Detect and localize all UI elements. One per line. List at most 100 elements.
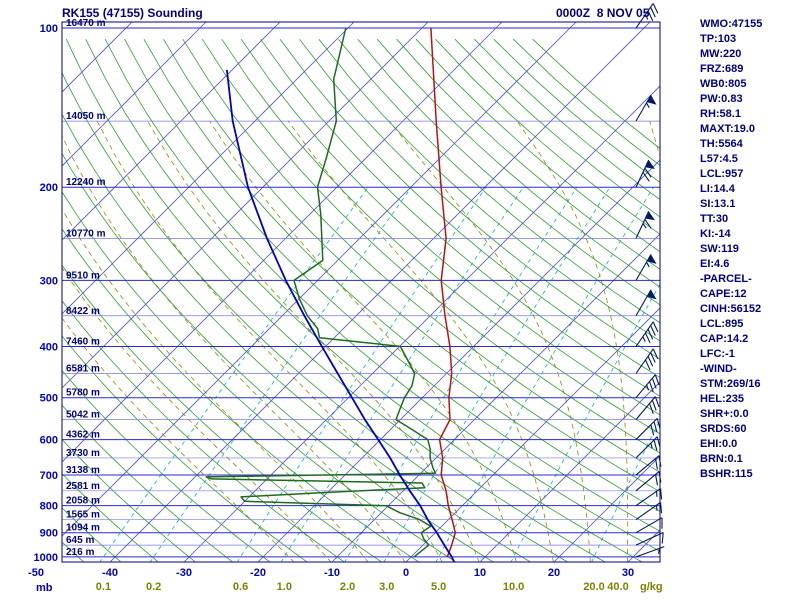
isotherm-line (183, 85, 660, 562)
stat-line: HEL:235 (700, 393, 745, 405)
stat-line: CAPE:12 (700, 288, 747, 300)
wind-barb (635, 321, 659, 347)
wind-barb (635, 471, 662, 492)
axis-label: 10770 m (66, 228, 106, 239)
stat-line: MAXT:19.0 (700, 123, 756, 135)
dry-adiabat-line (182, 38, 660, 473)
stat-line: FRZ:689 (700, 63, 744, 75)
dry-adiabat-line (318, 38, 660, 342)
stat-line: TP:103 (700, 33, 737, 45)
axis-label: 900 (40, 528, 58, 540)
stat-line: EI:4.6 (700, 258, 730, 270)
wind-barb (635, 348, 659, 374)
dry-adiabat-line (415, 38, 660, 253)
wind-barb (635, 374, 660, 399)
wind-barb (635, 3, 659, 29)
stat-line: BRN:0.1 (700, 453, 743, 465)
stat-line: SW:119 (700, 243, 739, 255)
axis-label: g/kg (640, 581, 663, 593)
dry-adiabat-line (357, 38, 660, 306)
dry-adiabat-line (104, 39, 660, 552)
stat-line: SRDS:60 (700, 423, 747, 435)
axis-label: 3730 m (66, 448, 100, 459)
isotherm-line (331, 233, 660, 562)
wind-barbs (635, 3, 665, 558)
moist-adiabat-line (62, 267, 332, 562)
moist-adiabat-line (96, 120, 443, 562)
plot-border (61, 21, 661, 563)
isotherm-line (62, 22, 207, 167)
axis-label: 400 (40, 341, 58, 353)
axis-label: 5.0 (431, 581, 446, 593)
axis-label: -30 (176, 567, 192, 579)
mixing-ratio-line (99, 186, 369, 562)
stat-line: LI:14.4 (700, 183, 735, 195)
dry-adiabat-line (240, 38, 660, 416)
wind-barb (635, 546, 665, 558)
isotherm-line (257, 159, 660, 562)
dry-adiabat-line (62, 473, 159, 562)
isotherm-line (62, 22, 429, 389)
axis-label: 1565 m (66, 510, 100, 521)
stat-line: SHR+:0.0 (700, 408, 749, 420)
stat-line: LCL:957 (700, 168, 744, 180)
mixing-ratio-line (344, 186, 578, 562)
dry-adiabat-line (85, 39, 644, 562)
stat-line: CINH:56152 (700, 303, 762, 315)
stat-line: BSHR:115 (700, 468, 753, 480)
mixing-ratio-line (510, 283, 660, 562)
axis-label: 5042 m (66, 410, 100, 421)
dry-adiabat-line (62, 113, 532, 562)
dry-adiabat-line (201, 38, 660, 454)
mixing-ratio-line (435, 186, 654, 562)
dry-adiabat-line (376, 38, 660, 288)
axis-label: 2581 m (66, 481, 100, 492)
wind-barb (635, 289, 657, 317)
wind-barb (635, 517, 663, 534)
isotherm-line (62, 22, 281, 241)
mixing-ratio-line (149, 186, 412, 562)
axis-label: 16470 m (66, 18, 106, 29)
axis-label: 600 (40, 435, 58, 447)
axis-label: 1000 (34, 552, 58, 564)
axis-label: 2058 m (66, 496, 100, 507)
wind-barb (635, 211, 655, 239)
axis-label: 1.0 (277, 581, 292, 593)
dewpoint-curve (205, 27, 437, 558)
axis-label: 3138 m (66, 465, 100, 476)
axis-label: 5780 m (66, 388, 100, 399)
axis-label: 100 (40, 23, 58, 35)
isotherm-line (62, 22, 577, 537)
isotherm-line (62, 22, 355, 315)
mixing-ratio-line (236, 186, 487, 562)
axis-label: -10 (324, 567, 340, 579)
moist-adiabat-line (209, 120, 517, 562)
axis-label: 2.0 (340, 581, 355, 593)
stat-line: LCL:895 (700, 318, 744, 330)
wind-barb (635, 94, 657, 122)
wind-barb (635, 396, 660, 420)
dry-adiabat-line (62, 438, 197, 562)
wind-barb (635, 531, 664, 546)
wind-barb (635, 254, 657, 281)
dry-adiabat-line (279, 38, 660, 379)
axis-label: 4362 m (66, 430, 100, 441)
sounding-curves (205, 27, 457, 562)
axis-label: 0 (403, 567, 409, 579)
axis-label: 0.1 (96, 581, 111, 593)
isotherm-line (62, 22, 503, 463)
chart-datetime: 0000Z 8 NOV 05 (556, 6, 650, 20)
dry-adiabat-line (163, 38, 660, 493)
axis-label: 20 (548, 567, 560, 579)
dry-adiabat-line (62, 264, 383, 562)
axis-label: 645 m (66, 535, 94, 546)
stat-line: TT:30 (700, 213, 729, 225)
stat-line: -PARCEL- (700, 273, 752, 285)
stat-line: WMO:47155 (700, 18, 763, 30)
isotherm-line (405, 307, 660, 562)
dry-adiabat-line (62, 228, 420, 562)
dry-adiabat-line (143, 39, 660, 512)
dry-adiabat-line (338, 38, 660, 324)
